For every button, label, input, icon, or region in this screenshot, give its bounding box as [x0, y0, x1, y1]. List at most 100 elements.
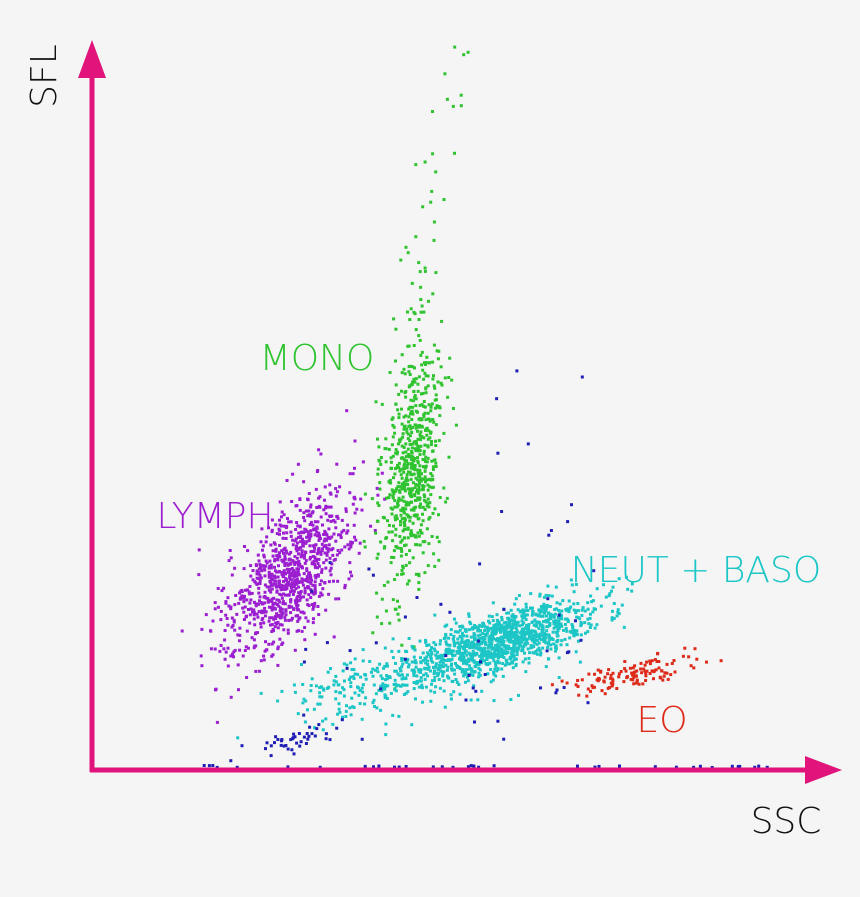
dot: [289, 600, 293, 604]
dot: [730, 764, 734, 768]
dot: [313, 586, 317, 590]
dot: [272, 617, 276, 621]
dot: [317, 723, 321, 727]
dot: [428, 485, 432, 489]
dot: [522, 644, 526, 648]
dot: [360, 686, 364, 690]
dot: [297, 732, 301, 735]
dot: [359, 675, 363, 679]
dot: [233, 648, 237, 652]
dot: [298, 593, 302, 597]
dot: [315, 557, 318, 561]
dot: [606, 672, 610, 676]
dot: [539, 651, 543, 655]
dot: [429, 655, 433, 659]
dot: [347, 577, 351, 581]
dot: [430, 440, 433, 443]
dot: [423, 469, 427, 473]
dot: [412, 399, 415, 403]
dot: [431, 511, 435, 515]
dot: [513, 615, 517, 618]
dot: [422, 377, 426, 381]
dot: [329, 573, 333, 577]
dot: [320, 542, 324, 546]
dot: [270, 528, 274, 532]
dot: [426, 502, 430, 506]
dot: [459, 635, 463, 639]
dot: [450, 657, 454, 661]
dot: [281, 600, 285, 604]
dot: [514, 597, 518, 601]
dot: [259, 540, 263, 544]
dot: [310, 562, 314, 566]
dot: [519, 610, 523, 614]
dot: [433, 613, 437, 617]
dot: [247, 608, 250, 611]
dot: [555, 607, 558, 611]
dot: [321, 523, 324, 527]
dot: [523, 657, 527, 661]
dot: [464, 630, 468, 633]
dot: [336, 683, 340, 687]
dot: [476, 639, 480, 643]
dot: [240, 590, 244, 594]
dot: [400, 371, 404, 375]
dot: [397, 416, 401, 420]
dot: [317, 531, 321, 535]
dot: [432, 672, 436, 675]
dot: [280, 593, 284, 597]
dot: [421, 540, 425, 544]
dot: [295, 596, 299, 600]
dot: [415, 596, 419, 599]
dot: [245, 676, 249, 679]
dot: [467, 674, 471, 677]
dot: [595, 623, 599, 627]
dot: [271, 607, 275, 611]
dot: [286, 628, 290, 632]
dot: [272, 582, 276, 586]
dot: [427, 403, 431, 407]
dot: [574, 650, 578, 654]
dot: [400, 673, 404, 677]
dot: [411, 380, 414, 384]
dot: [416, 496, 420, 500]
dot: [480, 642, 483, 646]
dot: [557, 613, 561, 617]
dot: [402, 693, 406, 696]
dot: [412, 389, 416, 393]
dot: [397, 714, 401, 718]
dot: [531, 620, 535, 624]
dot: [424, 374, 428, 378]
dot: [416, 478, 420, 482]
dot: [433, 398, 437, 402]
dot: [440, 659, 443, 663]
dot: [672, 659, 676, 662]
dot: [297, 552, 300, 556]
dot: [280, 571, 284, 575]
dot: [287, 557, 291, 561]
dot: [508, 635, 512, 639]
dot: [342, 662, 346, 666]
dot: [405, 466, 409, 470]
dot: [551, 630, 555, 634]
dot: [400, 482, 404, 486]
y-axis-arrow: [78, 40, 106, 78]
dot: [251, 610, 254, 614]
dot: [412, 377, 416, 381]
dot: [282, 744, 286, 748]
dot: [299, 534, 303, 538]
dot: [404, 245, 408, 249]
dot: [317, 448, 321, 452]
dot: [497, 640, 501, 644]
dot: [287, 520, 291, 524]
dot: [277, 604, 281, 608]
dot: [419, 438, 422, 442]
dot: [303, 553, 306, 557]
dot: [631, 666, 635, 670]
dot: [424, 418, 428, 422]
dot: [311, 544, 315, 548]
dot: [306, 497, 309, 501]
dot: [526, 647, 530, 651]
dot: [412, 506, 416, 510]
dot: [494, 625, 498, 629]
